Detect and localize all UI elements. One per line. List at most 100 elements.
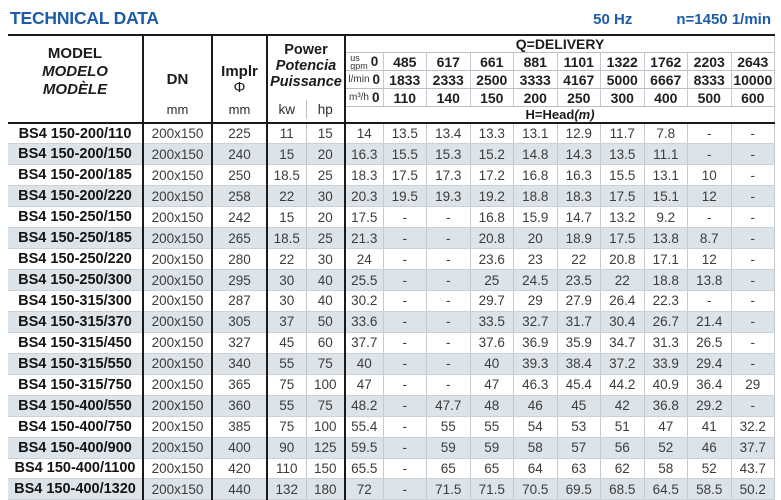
head-value-cell: 38.4 (557, 353, 601, 375)
head-value-cell: 18.9 (557, 227, 601, 250)
head-value-cell: 47 (470, 374, 514, 396)
dn-cell: 200x150 (143, 123, 213, 145)
hp-cell: 30 (306, 248, 346, 271)
delivery-value: 1101 (557, 52, 601, 71)
head-value-cell: 47.7 (426, 395, 471, 417)
delivery-value: 600 (731, 88, 776, 107)
head-value-cell: 23.6 (470, 248, 514, 271)
impeller-cell: 440 (212, 478, 268, 500)
model-cell: BS4 150-400/750 (8, 416, 144, 438)
head-value-cell: 23.5 (557, 269, 601, 291)
hp-cell: 20 (306, 206, 346, 229)
head-value-cell: - (383, 269, 427, 291)
kw-unit-label: kw (278, 102, 296, 117)
table-row: BS4 150-200/220 200x150 258 22 30 20.3 19.5 19.… (8, 185, 776, 208)
dn-cell: 200x150 (143, 311, 213, 333)
head-value-cell: 32.2 (731, 416, 776, 438)
head-value-cell: 18.3 (557, 185, 601, 208)
head-value-cell: 55.4 (345, 416, 384, 438)
head-value-cell: 7.8 (644, 123, 688, 145)
head-value-cell: 13.1 (513, 123, 558, 145)
delivery-value: 2333 (426, 70, 471, 89)
head-value-cell: - (731, 227, 776, 250)
delivery-value: 881 (513, 52, 558, 71)
head-value-cell: - (426, 332, 471, 354)
model-cell: BS4 150-200/110 (8, 123, 144, 145)
hp-unit-label: hp (305, 100, 344, 119)
dn-cell: 200x150 (143, 143, 213, 166)
table-row: BS4 150-250/300 200x150 295 30 40 25.5- -25 24.… (8, 269, 776, 291)
delivery-value: 485 (383, 52, 427, 71)
head-value-cell: 26.5 (687, 332, 732, 354)
head-value-cell: 26.4 (600, 290, 645, 312)
head-value-cell: 68.5 (600, 478, 645, 500)
impeller-unit-label: mm (228, 102, 251, 117)
head-value-cell: 14 (345, 123, 384, 145)
head-value-cell: 16.8 (470, 206, 514, 229)
head-value-cell: 17.5 (383, 164, 427, 187)
head-value-cell: 31.3 (644, 332, 688, 354)
kw-cell: 15 (267, 143, 307, 166)
table-row: BS4 150-400/750 200x150 385 75 100 55.4-55 55 5… (8, 416, 776, 438)
hp-cell: 180 (306, 478, 346, 500)
kw-cell: 11 (267, 123, 307, 145)
head-value-cell: 48 (470, 395, 514, 417)
delivery-value: 6667 (644, 70, 688, 89)
hp-cell: 25 (306, 164, 346, 187)
head-value-cell: 34.7 (600, 332, 645, 354)
dn-cell: 200x150 (143, 374, 213, 396)
impeller-cell: 242 (212, 206, 268, 229)
table-row: BS4 150-250/220 200x150 280 22 30 24- -23.6 23 2… (8, 248, 776, 271)
table-row: BS4 150-315/550 200x150 340 55 75 40- -40 39.3 3… (8, 353, 776, 375)
impeller-column-header: Implr Φ mm (212, 35, 268, 124)
head-value-cell: 37.7 (345, 332, 384, 354)
head-value-cell: 59 (426, 437, 471, 459)
head-value-cell: 12 (687, 248, 732, 271)
delivery-unit-label: m³/h (348, 91, 369, 103)
head-value-cell: 8.7 (687, 227, 732, 250)
head-value-cell: 50.2 (731, 478, 776, 500)
impeller-cell: 265 (212, 227, 268, 250)
impeller-diameter-symbol: Φ (233, 78, 246, 96)
head-value-cell: - (383, 395, 427, 417)
head-value-cell: 36.4 (687, 374, 732, 396)
head-value-cell: 29.2 (687, 395, 732, 417)
hp-cell: 75 (306, 395, 346, 417)
kw-cell: 22 (267, 185, 307, 208)
head-value-cell: - (383, 374, 427, 396)
head-value-cell: 14.3 (557, 143, 601, 166)
impeller-cell: 305 (212, 311, 268, 333)
impeller-cell: 400 (212, 437, 268, 459)
head-value-cell: - (383, 478, 427, 500)
hp-cell: 60 (306, 332, 346, 354)
head-value-cell: 21.3 (345, 227, 384, 250)
model-cell: BS4 150-250/300 (8, 269, 144, 291)
head-value-cell: 29.7 (470, 290, 514, 312)
head-value-cell: 15.5 (383, 143, 427, 166)
head-value-cell: 24 (345, 248, 384, 271)
table-row: BS4 150-250/150 200x150 242 15 20 17.5- -16.8 1… (8, 206, 776, 229)
delivery-value: 10000 (731, 70, 776, 89)
head-value-cell: 13.3 (470, 123, 514, 145)
head-value-cell: 54 (513, 416, 558, 438)
head-value-cell: 15.2 (470, 143, 514, 166)
model-cell: BS4 150-315/370 (8, 311, 144, 333)
power-header-fr: Puissance (270, 74, 342, 90)
impeller-cell: 360 (212, 395, 268, 417)
kw-cell: 37 (267, 311, 307, 333)
delivery-value: 110 (383, 88, 427, 107)
delivery-value: 661 (470, 52, 514, 71)
delivery-title: Q=DELIVERY (345, 35, 776, 53)
head-value-cell: 13.8 (687, 269, 732, 291)
head-value-cell: - (426, 248, 471, 271)
model-cell: BS4 150-400/1320 (8, 478, 144, 500)
head-value-cell: 11.1 (644, 143, 688, 166)
head-value-cell: - (383, 416, 427, 438)
model-cell: BS4 150-200/150 (8, 143, 144, 166)
dn-column-header: DN mm (143, 35, 213, 124)
head-value-cell: - (731, 332, 776, 354)
head-value-cell: 33.5 (470, 311, 514, 333)
frequency-label: 50 Hz (593, 11, 633, 28)
head-value-cell: 70.5 (513, 478, 558, 500)
